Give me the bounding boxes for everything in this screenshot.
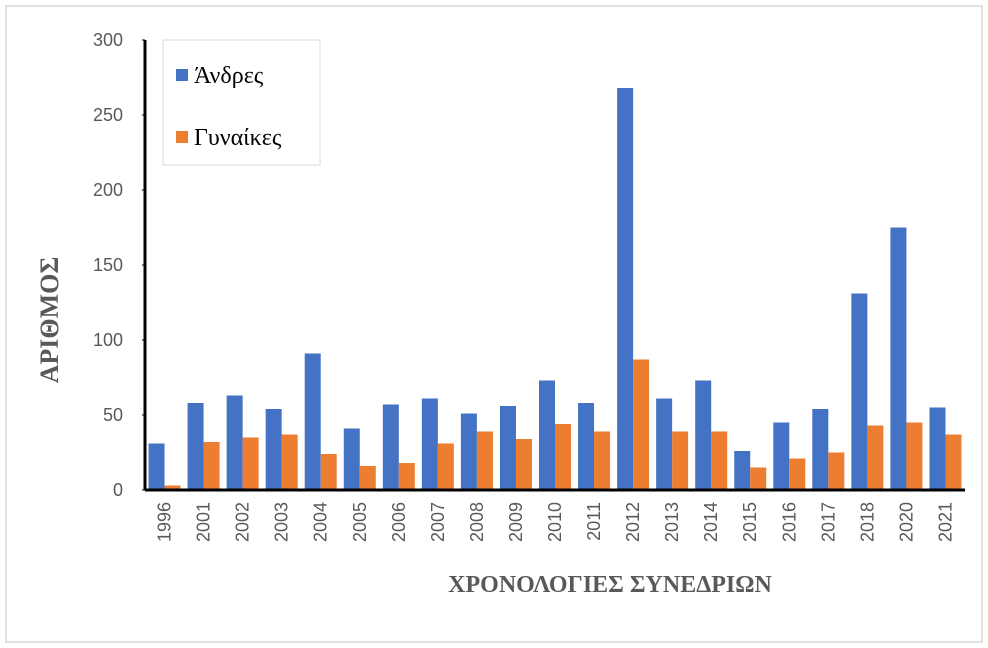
legend-label: Άνδρες [194, 63, 264, 89]
bar [281, 434, 298, 490]
x-tick-label: 2015 [740, 502, 760, 542]
bar [437, 443, 454, 490]
bar [695, 380, 712, 490]
x-tick-label: 2016 [779, 502, 799, 542]
x-tick-label: 2005 [350, 502, 370, 542]
y-tick-label: 250 [93, 105, 123, 125]
bar [773, 422, 790, 490]
bar [555, 424, 571, 490]
bar [812, 409, 829, 490]
y-tick-label: 150 [93, 255, 123, 275]
bar [711, 431, 728, 490]
bar [867, 425, 884, 490]
bar [594, 431, 611, 490]
y-tick-label: 300 [93, 30, 123, 50]
bar [343, 428, 360, 490]
bar [828, 452, 845, 490]
x-tick-label: 2003 [272, 502, 292, 542]
x-tick-label: 2001 [194, 502, 214, 542]
x-tick-label: 2021 [935, 502, 955, 542]
x-tick-label: 2007 [428, 502, 448, 542]
x-tick-label: 2011 [584, 502, 604, 541]
bar [265, 409, 282, 490]
x-tick-label: 2013 [662, 502, 682, 542]
bar [578, 403, 595, 490]
bar [148, 443, 165, 490]
bar [672, 431, 689, 490]
chart-frame [5, 5, 983, 643]
bar [164, 485, 181, 490]
y-tick-label: 100 [93, 330, 123, 350]
bar [656, 398, 673, 490]
bar [906, 422, 923, 490]
bar [203, 442, 220, 490]
bar [398, 463, 415, 490]
bar [242, 437, 259, 490]
bar [421, 398, 438, 490]
bar [539, 380, 555, 490]
x-tick-label: 2014 [701, 502, 721, 542]
legend-swatch [176, 131, 188, 143]
x-tick-label: 2008 [467, 502, 487, 542]
x-tick-label: 2006 [389, 502, 409, 542]
bar [750, 467, 767, 490]
legend-label: Γυναίκες [194, 125, 282, 151]
y-axis-title: ΑΡΙΘΜΟΣ [35, 257, 64, 384]
x-tick-label: 2012 [623, 502, 643, 542]
legend-swatch [176, 69, 188, 81]
bar [460, 413, 477, 490]
x-tick-label: 2002 [233, 502, 253, 542]
bar [304, 353, 321, 490]
bar [734, 451, 751, 490]
x-tick-label: 2020 [896, 502, 916, 542]
y-tick-label: 50 [103, 405, 123, 425]
bar [382, 404, 399, 490]
bar [851, 293, 868, 490]
bar [226, 395, 243, 490]
x-tick-label: 2009 [506, 502, 526, 542]
bar [476, 431, 493, 490]
bar [359, 466, 376, 490]
x-tick-label: 2017 [818, 502, 838, 542]
bar [515, 439, 532, 490]
bar [499, 406, 516, 490]
x-tick-label: 2010 [545, 502, 565, 542]
bar [789, 458, 806, 490]
legend-box [162, 39, 321, 166]
bar [633, 359, 650, 490]
y-tick-label: 200 [93, 180, 123, 200]
bar [929, 407, 946, 490]
x-tick-label: 1996 [155, 502, 175, 542]
bar [320, 454, 337, 490]
y-tick-label: 0 [113, 480, 123, 500]
x-tick-label: 2004 [311, 502, 331, 542]
bar [187, 403, 204, 490]
bar [890, 227, 907, 490]
bar [945, 434, 962, 490]
x-axis-title: ΧΡΟΝΟΛΟΓΙΕΣ ΣΥΝΕΔΡΙΩΝ [448, 572, 772, 598]
bar [617, 88, 634, 490]
x-tick-label: 2018 [857, 502, 877, 542]
